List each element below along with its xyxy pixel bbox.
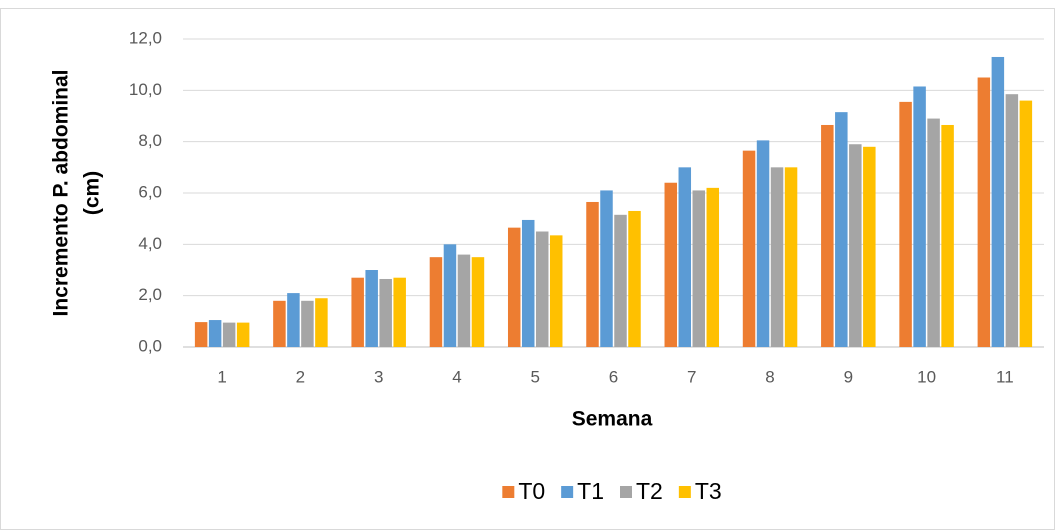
bar [379,278,392,347]
bar [1019,100,1033,347]
bar [315,298,328,347]
y-tick-label: 12,0 [129,28,162,47]
bar [507,227,521,347]
bar [664,182,678,347]
x-tick-label: 4 [452,367,461,386]
bar [273,300,286,347]
legend-label: T0 [518,478,545,504]
x-axis-title: Semana [572,408,653,431]
legend-swatch [678,486,691,498]
x-tick-label: 7 [687,367,696,386]
legend-swatch [502,486,515,498]
x-tick-label: 8 [765,367,774,386]
bar [913,86,926,347]
legend-swatch [561,486,574,498]
bar [756,140,770,347]
bar [600,190,613,347]
bar [208,320,222,347]
bar [692,190,706,347]
bar [535,231,549,347]
bar [784,167,798,347]
bar [678,167,692,347]
y-axis-title: Incremento P. abdominal [50,69,73,316]
bar [835,112,848,348]
legend-label: T1 [577,478,604,504]
bar [991,56,1005,347]
bar [941,124,954,347]
bar [521,219,535,347]
legend-label: T2 [636,478,663,504]
bar [194,322,208,347]
bar [429,257,443,347]
bar [549,235,563,347]
bar [443,244,457,347]
x-tick-label: 5 [530,367,539,386]
y-tick-label: 10,0 [129,80,162,99]
bar [301,300,314,347]
x-tick-label: 3 [374,367,383,386]
bar [222,322,236,347]
y-tick-label: 0,0 [138,336,162,355]
bar [393,277,406,347]
bar [899,101,912,347]
x-tick-label: 9 [844,367,853,386]
bar [927,118,940,347]
x-tick-label: 1 [217,367,226,386]
y-axis-title: (cm) [81,171,104,215]
bar [706,187,720,347]
bar [863,146,876,347]
x-tick-label: 2 [296,367,305,386]
bar [351,277,364,347]
y-tick-label: 6,0 [138,182,162,201]
y-tick-label: 8,0 [138,131,162,150]
y-tick-label: 2,0 [138,285,162,304]
legend-swatch [620,486,632,498]
bar [742,150,756,347]
bar [770,167,784,347]
bar [236,322,250,347]
bar [1005,94,1019,347]
y-tick-label: 4,0 [138,234,162,253]
x-tick-label: 10 [917,367,936,386]
bar [365,270,378,347]
bar [471,257,485,347]
bar [977,77,991,347]
x-tick-label: 6 [609,367,618,386]
x-tick-label: 11 [996,367,1014,386]
bar [287,293,300,347]
bar [457,254,471,347]
bar [628,210,641,347]
bar [821,124,834,347]
bar [586,201,599,347]
bar [849,144,862,347]
legend-label: T3 [695,478,722,504]
bar [614,214,627,347]
